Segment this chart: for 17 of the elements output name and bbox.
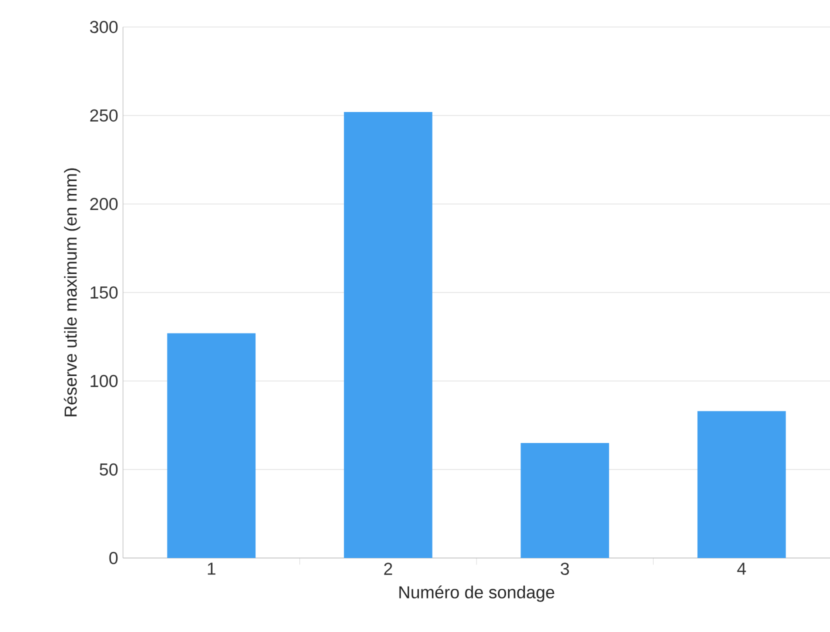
y-axis-title: Réserve utile maximum (en mm) (64, 168, 80, 416)
bar (697, 411, 786, 558)
x-tick-label: 3 (560, 562, 569, 575)
y-tick-label: 300 (90, 20, 118, 34)
y-tick-label: 100 (90, 374, 118, 388)
bar (520, 442, 610, 558)
bar (167, 333, 256, 558)
x-tick-label: 2 (384, 562, 392, 575)
x-tick-label: 1 (208, 562, 216, 575)
x-tick-label: 4 (737, 562, 746, 575)
y-tick-label: 250 (90, 109, 118, 122)
y-tick-label: 200 (90, 198, 118, 210)
x-axis-title: Numéro de sondage (399, 585, 554, 602)
y-tick-label: 150 (90, 286, 118, 299)
bar (344, 112, 432, 558)
y-tick-label: 0 (109, 552, 118, 564)
y-tick-label: 50 (100, 463, 118, 476)
